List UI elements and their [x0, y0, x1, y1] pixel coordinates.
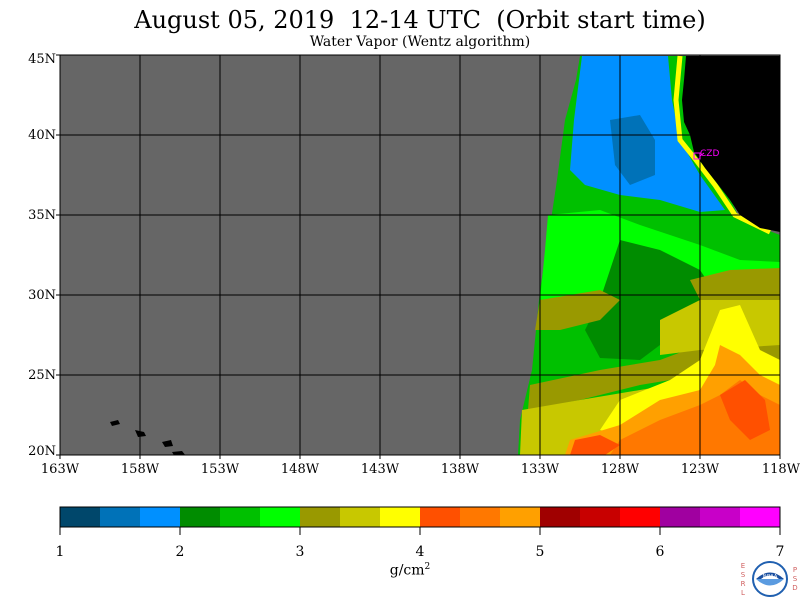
colorbar-label-1: 1 — [55, 544, 65, 560]
colorbar-label-2: 2 — [175, 544, 185, 560]
noaa-text: NOAA — [763, 574, 778, 580]
vapor-region-olive-east — [690, 268, 780, 305]
colorbar-cell — [60, 507, 101, 527]
colorbar-cell — [140, 507, 181, 527]
colorbar-cell — [420, 507, 461, 527]
esrl-letters: ESRL — [740, 562, 746, 597]
lon-label-153w: 153W — [200, 462, 240, 477]
lat-label-45n: 45N — [28, 52, 56, 67]
lat-label-40n: 40N — [28, 128, 56, 143]
colorbar-cell — [380, 507, 421, 527]
land-north-america — [682, 56, 780, 232]
vapor-region-olive — [535, 290, 620, 330]
colorbar-label-3: 3 — [295, 544, 305, 560]
map-subtitle: Water Vapor (Wentz algorithm) — [309, 34, 531, 50]
colorbar-cell — [620, 507, 661, 527]
vapor-region-red-orange — [570, 435, 620, 455]
colorbar-cell — [700, 507, 741, 527]
noaa-emblem-icon: NOAA — [752, 561, 788, 597]
colorbar-cell — [740, 507, 781, 527]
lon-label-163w: 163W — [40, 462, 80, 477]
lon-label-143w: 143W — [360, 462, 400, 477]
island-maui — [162, 440, 173, 447]
colorbar-cell — [260, 507, 301, 527]
lon-label-138w: 138W — [440, 462, 480, 477]
colorbar — [60, 507, 781, 527]
colorbar-cell — [540, 507, 581, 527]
colorbar-cell — [500, 507, 541, 527]
colorbar-cell — [460, 507, 501, 527]
colorbar-cell — [180, 507, 221, 527]
station-marker-line — [699, 152, 705, 157]
vapor-region-mid-blue — [610, 115, 655, 185]
psd-letters: PSD — [792, 566, 798, 592]
axis-ticks — [56, 54, 781, 459]
units-exponent: 2 — [424, 562, 431, 572]
lat-label-20n: 20N — [28, 444, 56, 459]
colorbar-label-4: 4 — [415, 544, 425, 560]
lon-label-148w: 148W — [280, 462, 320, 477]
vapor-region-red-orange-east — [720, 380, 770, 440]
noaa-logo: ESRL NOAA PSD — [740, 558, 800, 600]
colorbar-cell — [580, 507, 621, 527]
colorbar-label-6: 6 — [655, 544, 665, 560]
lon-label-128w: 128W — [600, 462, 640, 477]
lon-label-133w: 133W — [520, 462, 560, 477]
colorbar-units: g/cm2 — [380, 562, 440, 579]
colorbar-label-5: 5 — [535, 544, 545, 560]
lon-label-118w: 118W — [761, 462, 800, 477]
lat-label-30n: 30N — [28, 288, 56, 303]
colorbar-cell — [340, 507, 381, 527]
lon-label-123w: 123W — [680, 462, 720, 477]
colorbar-cell — [220, 507, 261, 527]
colorbar-cell — [100, 507, 141, 527]
island-kauai — [110, 420, 120, 426]
map-border — [59, 54, 781, 456]
lat-lon-grid — [60, 55, 780, 455]
colorbar-cell — [660, 507, 701, 527]
lat-label-35n: 35N — [28, 208, 56, 223]
lat-label-25n: 25N — [28, 368, 56, 383]
colorbar-cell — [300, 507, 341, 527]
station-label: CZD — [700, 149, 719, 159]
colorbar-label-7: 7 — [775, 544, 785, 560]
map-title: August 05, 2019 12-14 UTC (Orbit start t… — [134, 6, 706, 34]
vapor-region-dark-green — [585, 240, 720, 360]
island-hawaii — [172, 451, 186, 455]
colorbar-ticks — [59, 527, 781, 535]
lon-label-158w: 158W — [120, 462, 160, 477]
units-base: g/cm — [389, 562, 425, 579]
